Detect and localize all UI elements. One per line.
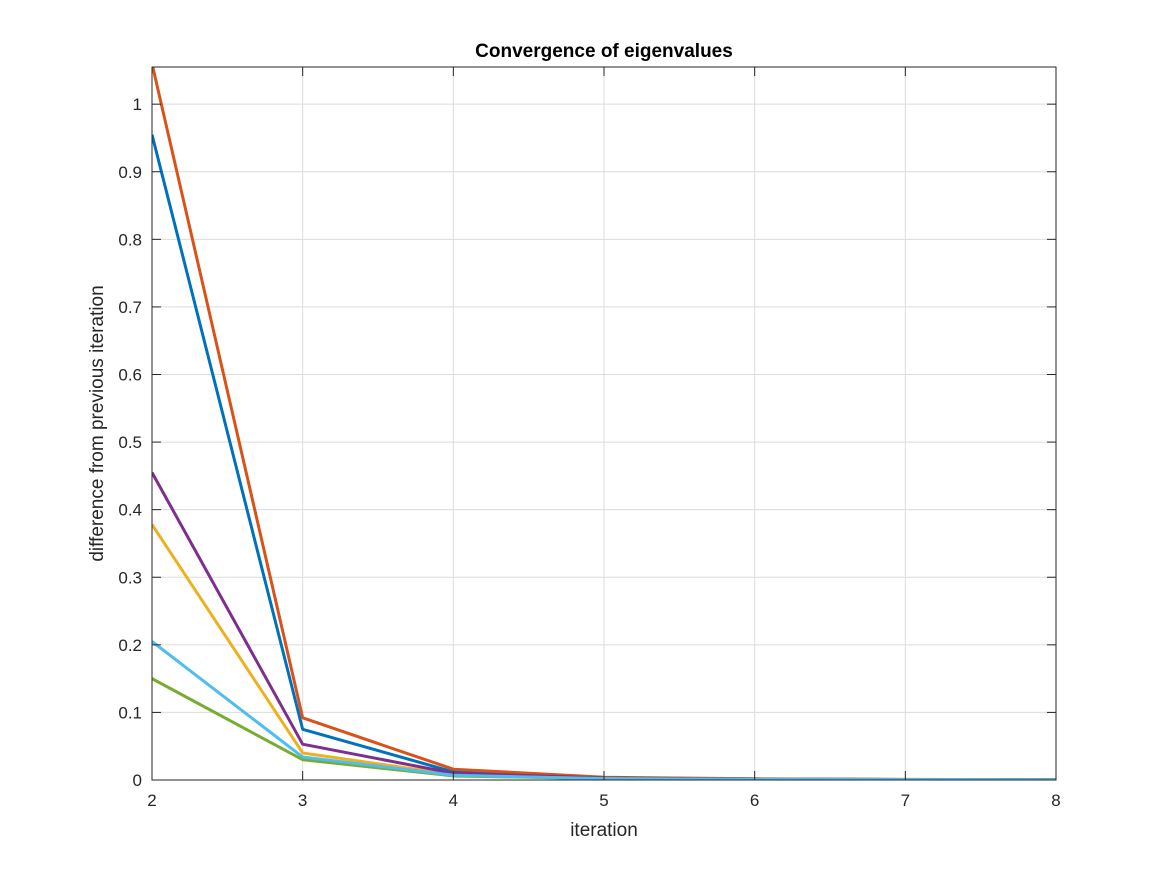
y-tick-label: 0.3 <box>118 568 142 587</box>
y-tick-label: 0.5 <box>118 433 142 452</box>
y-tick-label: 0 <box>133 771 142 790</box>
x-tick-label: 2 <box>147 791 156 810</box>
x-tick-label: 5 <box>599 791 608 810</box>
y-tick-label: 0.1 <box>118 703 142 722</box>
x-tick-label: 8 <box>1051 791 1060 810</box>
y-tick-label: 0.8 <box>118 230 142 249</box>
x-tick-label: 6 <box>750 791 759 810</box>
x-tick-label: 4 <box>449 791 458 810</box>
x-tick-label: 7 <box>901 791 910 810</box>
chart-title: Convergence of eigenvalues <box>475 41 733 62</box>
x-tick-label: 3 <box>298 791 307 810</box>
y-tick-label: 1 <box>133 95 142 114</box>
ticks: 2 3 4 5 6 7 8 0 0.1 0.2 0.3 0.4 0.5 0.6 0.7 0.8 0.9 1 <box>118 67 1061 810</box>
y-axis-label: difference from previous iteration <box>87 285 108 561</box>
y-tick-label: 0.7 <box>118 298 142 317</box>
y-tick-label: 0.9 <box>118 163 142 182</box>
y-tick-label: 0.6 <box>118 366 142 385</box>
x-axis-label: iteration <box>570 820 638 841</box>
y-tick-label: 0.4 <box>118 501 142 520</box>
y-tick-label: 0.2 <box>118 636 142 655</box>
